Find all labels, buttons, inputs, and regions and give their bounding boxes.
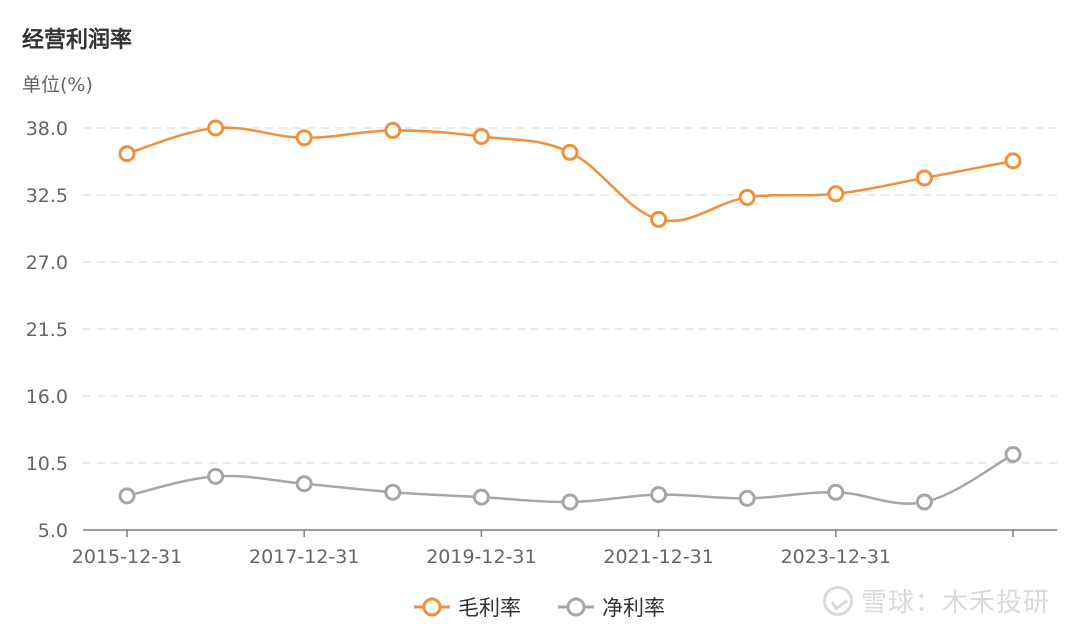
legend-label: 毛利率 <box>458 596 521 620</box>
series-gross-margin <box>118 119 1022 228</box>
axes: 5.0 10.5 16.0 21.5 27.0 32.5 38.0 2015-12-31 201… <box>26 118 1057 568</box>
data-point <box>915 493 933 511</box>
data-point <box>738 188 756 206</box>
data-point <box>827 483 845 501</box>
data-point <box>472 128 490 146</box>
data-point <box>561 143 579 161</box>
data-point <box>561 493 579 511</box>
series-net-margin <box>118 445 1022 511</box>
data-point <box>650 486 668 504</box>
y-tick-label: 38.0 <box>26 118 68 140</box>
snowball-logo-icon <box>822 585 853 616</box>
data-point <box>207 467 225 485</box>
data-point <box>915 169 933 187</box>
data-point <box>118 145 136 163</box>
legend-item-gross-margin[interactable]: 毛利率 <box>414 596 521 620</box>
watermark: 雪球：木禾投研 <box>822 582 1050 619</box>
legend-marker-icon <box>422 597 442 617</box>
y-tick-label: 16.0 <box>26 386 68 408</box>
data-point <box>650 210 668 228</box>
data-point <box>295 129 313 147</box>
x-tick-label: 2017-12-31 <box>249 546 359 568</box>
y-tick-label: 10.5 <box>26 453 68 475</box>
data-point <box>1004 152 1022 170</box>
series-line <box>126 126 1014 223</box>
data-point <box>384 483 402 501</box>
grid-lines <box>83 127 1057 464</box>
watermark-text: 雪球：木禾投研 <box>860 588 1050 618</box>
data-point <box>118 487 136 505</box>
chart-title: 经营利润率 <box>22 28 133 53</box>
series-lines <box>118 119 1022 511</box>
x-tick-label: 2021-12-31 <box>603 546 713 568</box>
x-tick-label: 2015-12-31 <box>72 546 182 568</box>
y-tick-label: 32.5 <box>26 185 68 207</box>
data-point <box>295 475 313 493</box>
data-point <box>207 119 225 137</box>
y-tick-label: 27.0 <box>26 252 68 274</box>
data-point <box>1004 445 1022 463</box>
x-tick-label: 2023-12-31 <box>781 546 891 568</box>
y-tick-label: 5.0 <box>38 520 68 542</box>
x-tick-label: 2019-12-31 <box>426 546 536 568</box>
y-axis-unit-label: 单位(%) <box>22 74 93 96</box>
data-point <box>827 185 845 203</box>
legend-marker-icon <box>566 597 586 617</box>
y-tick-label: 21.5 <box>26 319 68 341</box>
data-point <box>738 489 756 507</box>
legend-label: 净利率 <box>602 596 665 620</box>
legend[interactable]: 毛利率 净利率 <box>414 596 665 620</box>
legend-item-net-margin[interactable]: 净利率 <box>558 596 665 620</box>
data-point <box>384 121 402 139</box>
data-point <box>472 488 490 506</box>
